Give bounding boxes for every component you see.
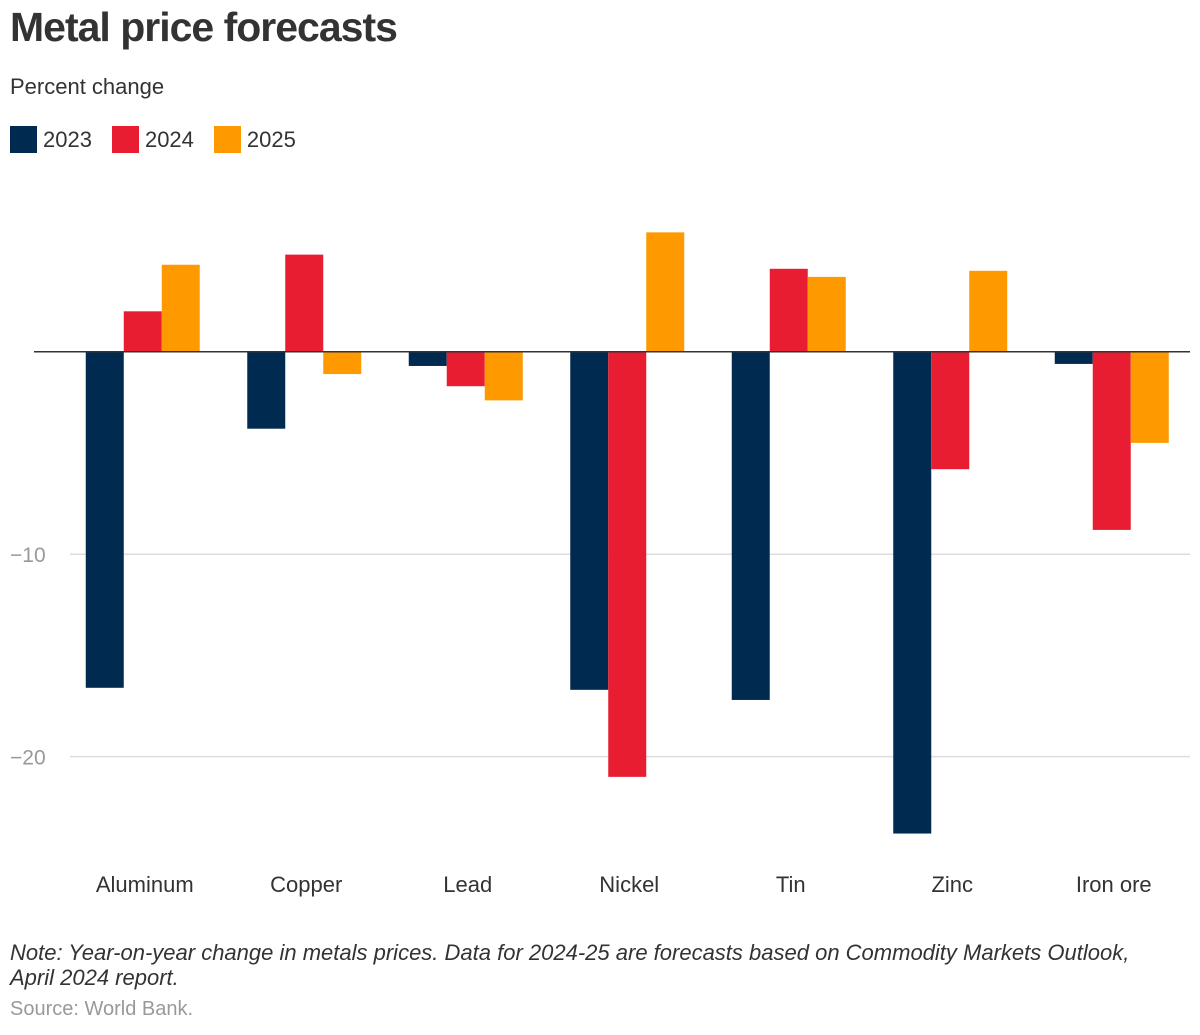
bar bbox=[285, 254, 324, 352]
bar bbox=[1054, 351, 1093, 364]
chart-note: Note: Year-on-year change in metals pric… bbox=[10, 940, 1130, 990]
bar bbox=[1092, 351, 1131, 530]
x-tick-label: Tin bbox=[776, 872, 806, 897]
bar bbox=[769, 268, 808, 352]
bar bbox=[807, 276, 846, 352]
bar bbox=[646, 232, 685, 352]
legend-label-2025: 2025 bbox=[246, 126, 296, 152]
legend-label-2024: 2024 bbox=[144, 126, 194, 152]
bar bbox=[484, 351, 523, 401]
y-tick-label: −20 bbox=[10, 747, 46, 770]
bar bbox=[893, 351, 932, 834]
bar-chart: −10 −20 Aluminum Copper Lead Nickel Tin Zinc Iro… bbox=[10, 232, 1190, 897]
bar bbox=[161, 264, 200, 352]
legend-item-2024: 2024 bbox=[111, 126, 194, 153]
chart-subtitle: Percent change bbox=[10, 74, 165, 99]
bar bbox=[731, 351, 770, 700]
bars bbox=[85, 232, 1169, 834]
axis-labels: −10 −20 Aluminum Copper Lead Nickel Tin Zinc Iro… bbox=[10, 544, 1152, 897]
chart-title: Metal price forecasts bbox=[10, 4, 398, 50]
bar bbox=[931, 351, 970, 470]
bar bbox=[446, 351, 485, 387]
y-tick-label: −10 bbox=[10, 544, 46, 567]
x-tick-label: Nickel bbox=[599, 872, 659, 897]
legend-label-2023: 2023 bbox=[43, 126, 92, 152]
bar bbox=[85, 351, 124, 688]
legend-item-2025: 2025 bbox=[213, 126, 296, 153]
x-tick-label: Zinc bbox=[931, 872, 973, 897]
legend-swatch-2024 bbox=[111, 126, 139, 153]
bar bbox=[123, 311, 162, 352]
x-tick-label: Aluminum bbox=[96, 872, 194, 897]
bar bbox=[1130, 351, 1169, 443]
legend: 2023 2024 2025 bbox=[10, 126, 316, 153]
bar bbox=[570, 351, 609, 690]
x-tick-label: Copper bbox=[270, 872, 342, 897]
legend-swatch-2023 bbox=[10, 126, 37, 153]
chart-source: Source: World Bank. bbox=[10, 998, 194, 1020]
x-tick-label: Lead bbox=[443, 872, 492, 897]
bar bbox=[323, 351, 362, 375]
bar bbox=[969, 270, 1008, 352]
legend-item-2023: 2023 bbox=[10, 126, 92, 153]
x-tick-label: Iron ore bbox=[1076, 872, 1152, 897]
legend-swatch-2025 bbox=[213, 126, 241, 153]
bar bbox=[247, 351, 286, 429]
bar bbox=[408, 351, 447, 366]
bar bbox=[608, 351, 647, 777]
